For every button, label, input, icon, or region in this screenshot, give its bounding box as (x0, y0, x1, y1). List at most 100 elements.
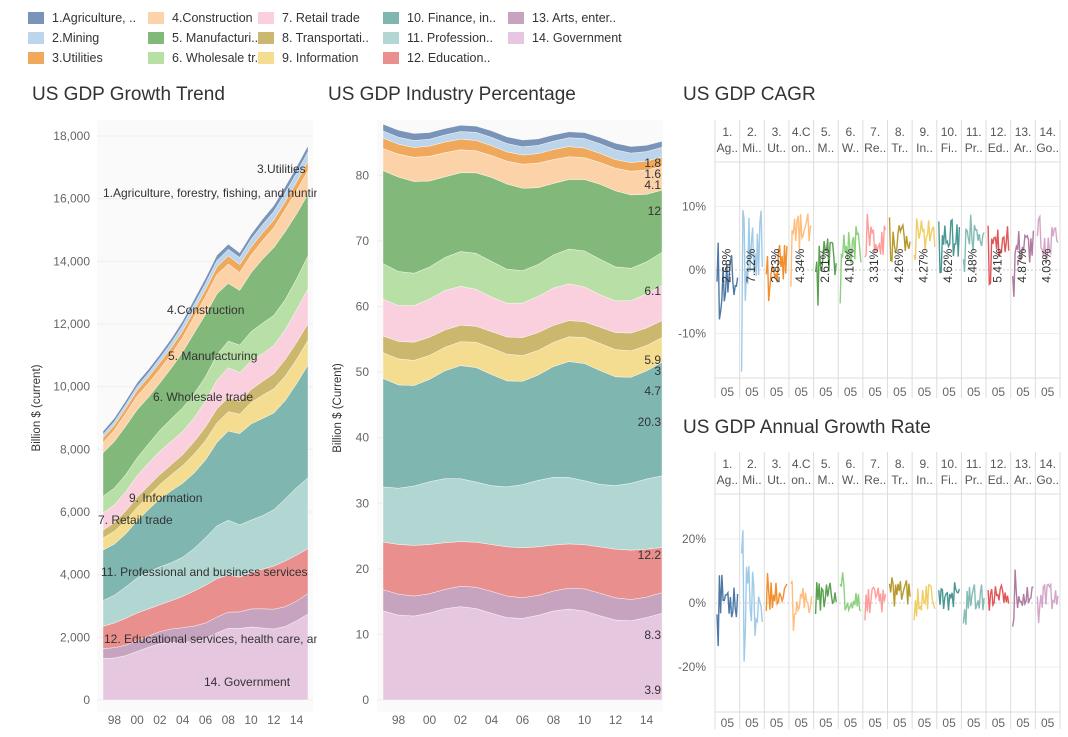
annual-line-1[interactable] (716, 574, 739, 647)
cagr-line-1[interactable] (716, 242, 739, 320)
annual-panel-x-tick: 05 (942, 716, 956, 730)
industry-percentage-chart: 0 10 20 30 40 50 60 70 80 98 00 02 04 06 08 10 12 14 Billi… (332, 120, 663, 727)
legend-item-4[interactable]: 4.Construction (148, 11, 253, 25)
cagr-line-9[interactable] (913, 218, 936, 261)
legend-item-1[interactable]: 1.Agriculture, .. (28, 11, 136, 25)
growth-x-tick: 00 (130, 713, 144, 727)
cagr-line-3[interactable] (765, 244, 788, 302)
annual-line-2[interactable] (740, 530, 763, 662)
cagr-panel-header-num: 12. (990, 125, 1007, 139)
pct-end-label-13: 3.9 (644, 683, 661, 697)
annual-line-4[interactable] (790, 580, 813, 631)
cagr-y-tick: -10% (678, 327, 706, 341)
cagr-line-11[interactable] (962, 214, 985, 273)
pct-y-tick: 70 (356, 234, 370, 248)
cagr-line-2[interactable] (740, 210, 763, 372)
cagr-panel-header-name: Pr.. (965, 141, 983, 155)
growth-annotation-1: 1.Agriculture, forestry, fishing, and hu… (103, 186, 327, 200)
annual-panel-header-num: 5. (821, 457, 831, 471)
pct-end-label-4: 4.1 (644, 178, 661, 192)
annual-line-8[interactable] (888, 577, 911, 607)
annual-line-7[interactable] (864, 585, 887, 621)
pct-area-14[interactable] (382, 606, 663, 701)
annual-panel-header-name: Pr.. (965, 473, 983, 487)
legend-item-11[interactable]: 11. Profession.. (383, 31, 493, 45)
legend-label-11: 11. Profession.. (407, 31, 493, 45)
cagr-line-7[interactable] (864, 213, 887, 258)
cagr-panel-x-tick: 05 (844, 385, 858, 399)
legend-item-6[interactable]: 6. Wholesale tr.. (148, 51, 262, 65)
growth-area-1[interactable] (102, 145, 309, 436)
cagr-line-5[interactable] (814, 238, 837, 306)
cagr-panel-x-tick: 05 (967, 385, 981, 399)
cagr-cagr-label-1: 2.68% (719, 248, 733, 282)
legend-item-14[interactable]: 14. Government (508, 31, 622, 45)
cagr-panel-header-num: 9. (919, 125, 929, 139)
legend-label-1: 1.Agriculture, .. (52, 11, 137, 25)
legend-item-2[interactable]: 2.Mining (28, 31, 99, 45)
legend-item-13[interactable]: 13. Arts, enter.. (508, 11, 616, 25)
annual-line-3[interactable] (765, 573, 788, 611)
cagr-line-8[interactable] (888, 217, 911, 263)
cagr-panel-x-tick: 05 (770, 385, 784, 399)
annual-y-tick: 0% (689, 596, 707, 610)
cagr-panel-header-name: W.. (842, 141, 859, 155)
growth-annotation-14: 14. Government (204, 675, 291, 689)
annual-line-5[interactable] (814, 582, 837, 615)
growth-annotation-12: 12. Educational services, health care, a… (104, 632, 421, 646)
annual-line-12[interactable] (987, 582, 1010, 611)
cagr-line-10[interactable] (938, 218, 961, 274)
annual-line-10[interactable] (938, 582, 961, 611)
legend-item-5[interactable]: 5. Manufacturi.. (148, 31, 258, 45)
pct-x-tick: 02 (454, 713, 468, 727)
legend-item-8[interactable]: 8. Transportati.. (258, 31, 369, 45)
cagr-line-14[interactable] (1036, 213, 1059, 264)
pct-area-1[interactable] (382, 123, 663, 154)
legend-label-8: 8. Transportati.. (282, 31, 369, 45)
pct-end-label-2: 1.8 (644, 156, 661, 170)
growth-y-tick: 8,000 (60, 442, 90, 456)
growth-annotation-9: 9. Information (129, 491, 202, 505)
pct-x-tick: 98 (392, 713, 406, 727)
annual-line-13[interactable] (1012, 569, 1034, 627)
annual-panel-header-num: 6. (846, 457, 856, 471)
cagr-panel-header-num: 5. (821, 125, 831, 139)
legend-item-9[interactable]: 9. Information (258, 51, 358, 65)
cagr-cagr-label-2: 7.12% (744, 248, 758, 282)
cagr-panel-x-tick: 05 (918, 385, 932, 399)
annual-line-6[interactable] (839, 572, 862, 613)
pct-end-label-8: 3 (654, 364, 661, 378)
cagr-line-13[interactable] (1012, 230, 1035, 297)
legend-label-13: 13. Arts, enter.. (532, 11, 617, 25)
annual-panel-x-tick: 05 (1041, 716, 1055, 730)
cagr-line-12[interactable] (987, 225, 1010, 287)
pct-end-label-7: 5.9 (644, 353, 661, 367)
growth-x-tick: 10 (244, 713, 258, 727)
pct-area-11[interactable] (382, 475, 663, 551)
cagr-cagr-label-12: 5.41% (990, 248, 1004, 282)
pct-end-label-6: 6.1 (644, 284, 661, 298)
pct-end-label-9: 4.7 (644, 384, 661, 398)
annual-growth-title: US GDP Annual Growth Rate (683, 417, 931, 438)
cagr-cagr-label-4: 4.34% (793, 248, 807, 282)
legend-label-5: 5. Manufacturi.. (172, 31, 259, 45)
annual-panel-x-tick: 05 (795, 716, 809, 730)
legend-label-2: 2.Mining (52, 31, 100, 45)
legend-label-10: 10. Finance, in.. (407, 11, 496, 25)
legend-item-10[interactable]: 10. Finance, in.. (383, 11, 496, 25)
pct-y-tick: 80 (356, 168, 370, 182)
cagr-line-6[interactable] (839, 226, 862, 304)
pct-area-12[interactable] (382, 541, 663, 600)
annual-line-9[interactable] (913, 584, 936, 621)
cagr-panel-header-name: Re.. (864, 141, 886, 155)
legend-item-7[interactable]: 7. Retail trade (258, 11, 360, 25)
annual-line-14[interactable] (1036, 582, 1059, 623)
cagr-panel-header-num: 13. (1015, 125, 1032, 139)
cagr-y-tick: 0% (689, 263, 707, 277)
cagr-cagr-label-5: 2.61% (818, 248, 832, 282)
cagr-line-4[interactable] (790, 213, 812, 287)
legend-item-3[interactable]: 3.Utilities (28, 51, 103, 65)
growth-annotation-7: 7. Retail trade (98, 513, 173, 527)
annual-line-11[interactable] (962, 584, 985, 625)
legend-item-12[interactable]: 12. Education.. (383, 51, 490, 65)
